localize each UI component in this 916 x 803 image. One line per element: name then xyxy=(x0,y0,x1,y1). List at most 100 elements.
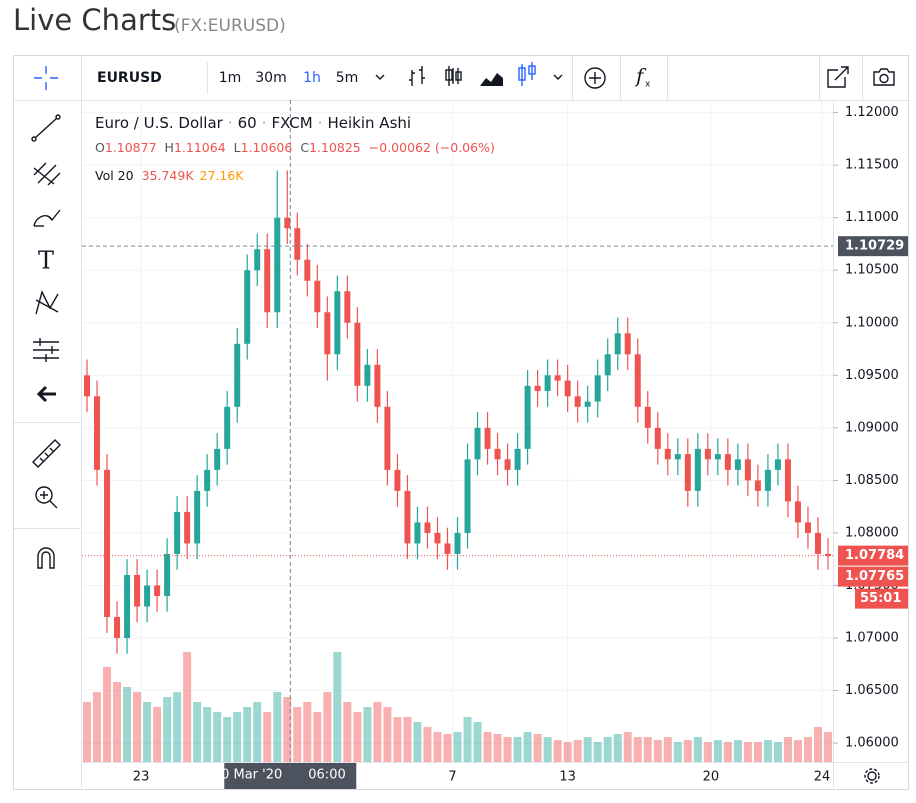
candle-body xyxy=(664,448,671,460)
volume-bar xyxy=(543,737,552,762)
candle-body xyxy=(354,322,361,386)
x-tick-label: 24 xyxy=(814,770,831,785)
volume-bar xyxy=(113,682,122,762)
settings-icon[interactable] xyxy=(864,768,880,784)
compare-icon[interactable] xyxy=(584,67,606,89)
chart-type-menu[interactable] xyxy=(553,74,563,80)
brush-tool[interactable] xyxy=(33,209,61,227)
interval[interactable]: 30m xyxy=(255,70,286,86)
page-title: Live Charts xyxy=(13,3,176,37)
volume-bar xyxy=(353,712,362,762)
candle-body xyxy=(634,354,641,407)
volume-bar xyxy=(683,740,692,762)
volume-bar xyxy=(373,702,382,762)
candle-body xyxy=(644,406,651,428)
candle-body xyxy=(514,448,521,470)
text-tool[interactable]: T xyxy=(38,247,54,275)
candle-body xyxy=(374,364,381,407)
volume-bar xyxy=(753,742,762,762)
candle-body xyxy=(704,448,711,460)
volume-ma: 27.16K xyxy=(200,168,245,183)
measure-tool[interactable] xyxy=(32,439,61,468)
candle-body xyxy=(564,380,571,397)
volume-bar xyxy=(303,702,312,762)
crosshair-time-box xyxy=(224,763,357,789)
last-price-box xyxy=(838,545,908,566)
change: −0.00062 (−0.06%) xyxy=(369,140,495,155)
legend-item: FXCM xyxy=(271,114,312,132)
trendline-tool[interactable] xyxy=(31,114,61,142)
bid-price: 1.07765 xyxy=(845,569,904,584)
heikin-icon[interactable] xyxy=(518,62,536,86)
candle-body xyxy=(214,448,221,470)
volume-bar xyxy=(663,737,672,762)
hide-tools[interactable] xyxy=(36,385,56,403)
ohlc-value: 1.11064 xyxy=(174,140,226,155)
legend-item: Heikin Ashi xyxy=(328,114,412,132)
volume-bar xyxy=(153,707,162,762)
volume-bar xyxy=(763,740,772,762)
volume-bar xyxy=(713,740,722,762)
volume-bar xyxy=(693,737,702,762)
candle-body xyxy=(424,522,431,533)
candle-body xyxy=(344,291,351,323)
candle-body xyxy=(484,427,491,449)
candle-body xyxy=(784,459,791,502)
area-icon[interactable] xyxy=(480,73,503,86)
candle-body xyxy=(394,469,401,491)
volume-bar xyxy=(813,727,822,762)
snapshot-icon[interactable] xyxy=(873,68,895,86)
candle-body xyxy=(534,385,541,392)
pattern-tool[interactable] xyxy=(35,290,59,315)
volume-bar xyxy=(253,702,262,762)
ticker[interactable]: EURUSD xyxy=(97,70,162,86)
zoom-tool[interactable] xyxy=(35,486,58,509)
y-tick-label: 1.09000 xyxy=(845,420,899,435)
volume-bar xyxy=(723,742,732,762)
ohlc-value: 1.10606 xyxy=(241,140,293,155)
prediction-tool[interactable] xyxy=(33,338,59,362)
crosshair-tool[interactable] xyxy=(34,66,58,90)
candle-body xyxy=(144,585,151,607)
candle-body xyxy=(274,217,281,313)
bars-icon[interactable] xyxy=(409,66,425,86)
volume-name: Vol 20 xyxy=(95,168,134,183)
indicators-icon-sub: x xyxy=(645,80,651,90)
popout-icon[interactable] xyxy=(827,66,849,88)
candle-body xyxy=(124,574,131,639)
volume-bar xyxy=(413,722,422,762)
candle-body xyxy=(734,459,741,470)
interval[interactable]: 5m xyxy=(336,70,359,86)
interval[interactable]: 1m xyxy=(219,70,242,86)
volume-bar xyxy=(433,732,442,762)
candles-icon[interactable] xyxy=(445,66,462,86)
volume-bar xyxy=(143,702,152,762)
candle-body xyxy=(464,459,471,533)
candle-body xyxy=(744,459,751,481)
candle-body xyxy=(814,532,821,554)
interval[interactable]: 1h xyxy=(303,70,321,86)
y-tick-label: 1.08000 xyxy=(845,525,899,540)
last-price: 1.07784 xyxy=(845,548,904,563)
bid-price-box xyxy=(838,566,908,587)
candle-body xyxy=(264,249,271,313)
candle-body xyxy=(444,543,451,554)
fib-tool[interactable] xyxy=(33,162,61,186)
volume-bar xyxy=(283,697,292,762)
interval-menu[interactable] xyxy=(375,74,385,80)
volume-bar xyxy=(783,737,792,762)
y-tick-label: 1.06500 xyxy=(845,683,899,698)
magnet-tool[interactable] xyxy=(37,547,55,569)
volume-bar xyxy=(673,742,682,762)
candle-body xyxy=(684,454,691,491)
volume-bar xyxy=(493,734,502,762)
candle-body xyxy=(114,616,121,639)
volume-bar xyxy=(793,740,802,762)
volume-bar xyxy=(223,717,232,762)
candle-body xyxy=(304,259,311,281)
countdown-box xyxy=(855,588,908,609)
candle-body xyxy=(494,448,501,460)
dot: · xyxy=(262,114,267,132)
y-tick-label: 1.08500 xyxy=(845,473,899,488)
